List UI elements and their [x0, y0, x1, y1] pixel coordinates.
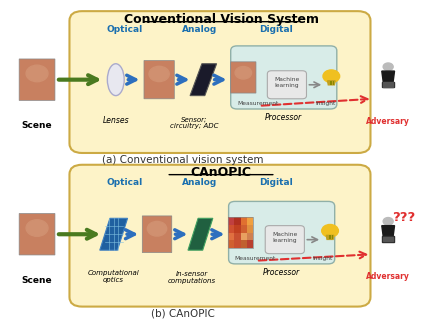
Circle shape: [149, 66, 169, 82]
Bar: [247, 217, 253, 225]
Polygon shape: [383, 82, 394, 87]
Polygon shape: [383, 82, 393, 87]
Text: Processor: Processor: [265, 113, 302, 122]
Polygon shape: [190, 64, 216, 96]
Polygon shape: [382, 226, 394, 236]
Text: Insight: Insight: [315, 101, 336, 106]
Text: Digital: Digital: [259, 179, 293, 188]
Bar: [247, 240, 253, 248]
FancyBboxPatch shape: [229, 201, 335, 264]
Text: (a) Conventional vision system: (a) Conventional vision system: [102, 155, 264, 165]
Bar: [247, 225, 253, 233]
Bar: [228, 225, 234, 233]
Text: Measurement: Measurement: [237, 101, 279, 106]
Bar: [241, 225, 247, 233]
Text: Machine
learning: Machine learning: [272, 232, 297, 243]
FancyBboxPatch shape: [265, 226, 304, 254]
Bar: [247, 233, 253, 240]
Bar: [228, 233, 234, 240]
Bar: [234, 240, 241, 248]
Text: Optical: Optical: [106, 179, 142, 188]
Bar: [228, 217, 234, 225]
Bar: [228, 240, 234, 248]
FancyBboxPatch shape: [19, 59, 55, 100]
FancyBboxPatch shape: [144, 60, 174, 99]
Circle shape: [26, 65, 48, 82]
FancyBboxPatch shape: [231, 46, 337, 109]
Text: Insight: Insight: [313, 256, 333, 261]
Ellipse shape: [107, 64, 124, 96]
Bar: [234, 233, 241, 240]
Text: (b) CAnOPIC: (b) CAnOPIC: [151, 309, 215, 319]
FancyBboxPatch shape: [19, 213, 55, 255]
Bar: [241, 233, 247, 240]
Text: Scene: Scene: [22, 121, 52, 130]
Circle shape: [322, 225, 338, 237]
Text: Adversary: Adversary: [366, 272, 410, 281]
Text: ???: ???: [392, 211, 416, 224]
Text: Digital: Digital: [259, 26, 293, 35]
Text: Lenses: Lenses: [102, 116, 129, 125]
Text: Optical: Optical: [106, 26, 142, 35]
FancyBboxPatch shape: [69, 11, 370, 153]
Polygon shape: [100, 218, 128, 250]
FancyBboxPatch shape: [267, 71, 306, 99]
Text: In-sensor
computations: In-sensor computations: [168, 271, 216, 284]
Bar: [234, 217, 241, 225]
Circle shape: [147, 221, 167, 236]
Text: Scene: Scene: [22, 276, 52, 285]
Text: Machine
learning: Machine learning: [274, 77, 299, 88]
Polygon shape: [328, 81, 335, 85]
Polygon shape: [383, 237, 393, 242]
Circle shape: [383, 218, 393, 225]
FancyBboxPatch shape: [69, 165, 370, 307]
Text: Analog: Analog: [182, 26, 218, 35]
Text: Computational
optics: Computational optics: [88, 270, 139, 283]
Circle shape: [26, 220, 48, 236]
Bar: [234, 225, 241, 233]
Circle shape: [235, 67, 252, 79]
Text: Adversary: Adversary: [366, 117, 410, 126]
Circle shape: [323, 70, 340, 83]
Polygon shape: [326, 236, 334, 239]
FancyBboxPatch shape: [142, 216, 172, 252]
Circle shape: [383, 63, 393, 70]
Text: Analog: Analog: [182, 179, 218, 188]
Bar: [241, 240, 247, 248]
Text: Sensor;
circuitry; ADC: Sensor; circuitry; ADC: [170, 116, 219, 129]
Bar: [241, 217, 247, 225]
Polygon shape: [188, 218, 213, 250]
Text: CAnOPIC: CAnOPIC: [191, 165, 251, 179]
Polygon shape: [382, 71, 394, 81]
Bar: [228, 217, 253, 248]
FancyBboxPatch shape: [231, 62, 256, 93]
Text: Measurement: Measurement: [234, 256, 276, 261]
Text: Conventional Vision System: Conventional Vision System: [123, 12, 319, 26]
Text: Processor: Processor: [263, 268, 300, 277]
Polygon shape: [383, 236, 394, 242]
